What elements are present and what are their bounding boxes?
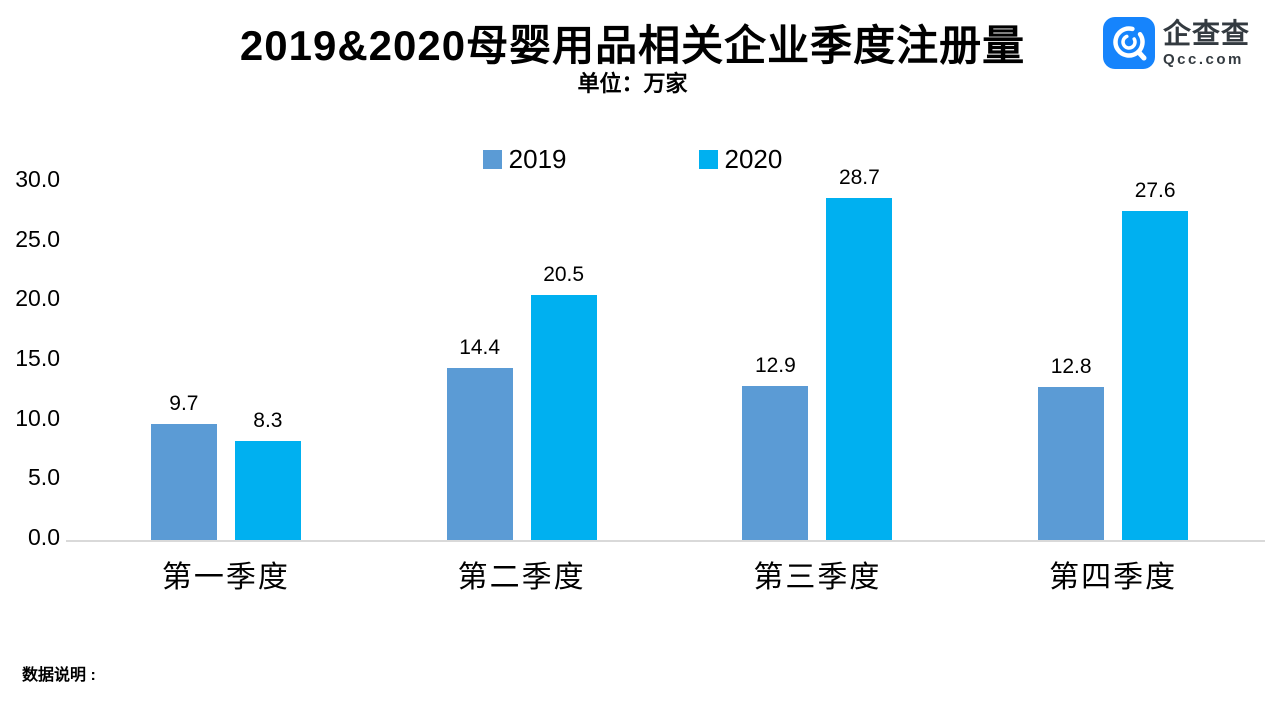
bar-value-label: 9.7 [169, 392, 199, 415]
y-tick-label: 0.0 [28, 524, 60, 550]
chart-unit-label: 单位：万家 [577, 71, 688, 96]
bar-value-label: 12.8 [1050, 355, 1092, 378]
qcc-logo-name: 企查查 [1162, 17, 1250, 49]
bar-group: 12.8 27.6 [965, 179, 1261, 540]
bar-value-label: 12.9 [754, 354, 796, 377]
y-tick-label: 30.0 [15, 166, 60, 192]
bar-2020: 28.7 [826, 166, 893, 540]
bar-value-label: 8.3 [253, 409, 283, 432]
bar-2019: 9.7 [150, 392, 217, 540]
bar-2020: 8.3 [234, 409, 301, 540]
legend-swatch-icon [698, 150, 718, 169]
qcc-logo-domain: Qcc.com [1162, 50, 1244, 68]
legend-swatch-icon [482, 150, 502, 169]
bar-value-label: 20.5 [543, 263, 585, 286]
legend-entry-2020: 2020 [698, 144, 783, 175]
qcc-logo: 企查查 Qcc.com [1102, 17, 1250, 69]
chart-title: 2019&2020母婴用品相关企业季度注册量 [239, 22, 1026, 69]
y-tick-label: 25.0 [15, 225, 60, 252]
footnote-heading: 数据说明 : [22, 667, 96, 684]
bar-group: 14.4 20.5 [374, 182, 670, 540]
x-category-label: 第三季度 [753, 561, 882, 594]
x-axis-labels: 第一季度 第二季度 第三季度 第四季度 [78, 552, 1261, 596]
bar-value-label: 28.7 [838, 166, 880, 189]
legend-label: 2019 [508, 144, 567, 174]
qcc-magnifier-icon [1102, 17, 1155, 69]
plot-area: 9.7 8.3 14.4 20.5 12.9 28.7 12.8 27.6 [78, 166, 1261, 540]
y-tick-label: 5.0 [28, 464, 60, 491]
legend-entry-2019: 2019 [482, 144, 567, 175]
legend-label: 2020 [724, 144, 783, 174]
qcc-logo-text: 企查查 Qcc.com [1162, 17, 1250, 68]
y-tick-label: 15.0 [15, 345, 60, 371]
x-category-label: 第二季度 [457, 561, 586, 594]
bar-value-label: 14.4 [459, 336, 501, 359]
bar-group: 9.7 8.3 [78, 182, 374, 540]
bar-2019: 12.8 [1038, 355, 1105, 540]
footnotes: 数据说明 : 1、仅统计企业名、品牌、经营范围为“母婴用品”的在存企业 2、统计… [22, 606, 447, 710]
bar-group: 12.9 28.7 [670, 166, 966, 540]
chart-legend: 2019 2020 [0, 144, 1265, 175]
x-category-label: 第四季度 [1049, 561, 1178, 594]
bar-2020: 27.6 [1122, 179, 1189, 540]
x-axis-line [66, 540, 1265, 542]
bar-2019: 14.4 [446, 336, 513, 540]
y-tick-label: 20.0 [15, 285, 60, 312]
bar-value-label: 27.6 [1134, 179, 1176, 202]
bar-2019: 12.9 [742, 354, 809, 540]
x-category-label: 第一季度 [161, 561, 290, 594]
y-tick-label: 10.0 [15, 404, 60, 431]
bar-2020: 20.5 [530, 263, 597, 540]
